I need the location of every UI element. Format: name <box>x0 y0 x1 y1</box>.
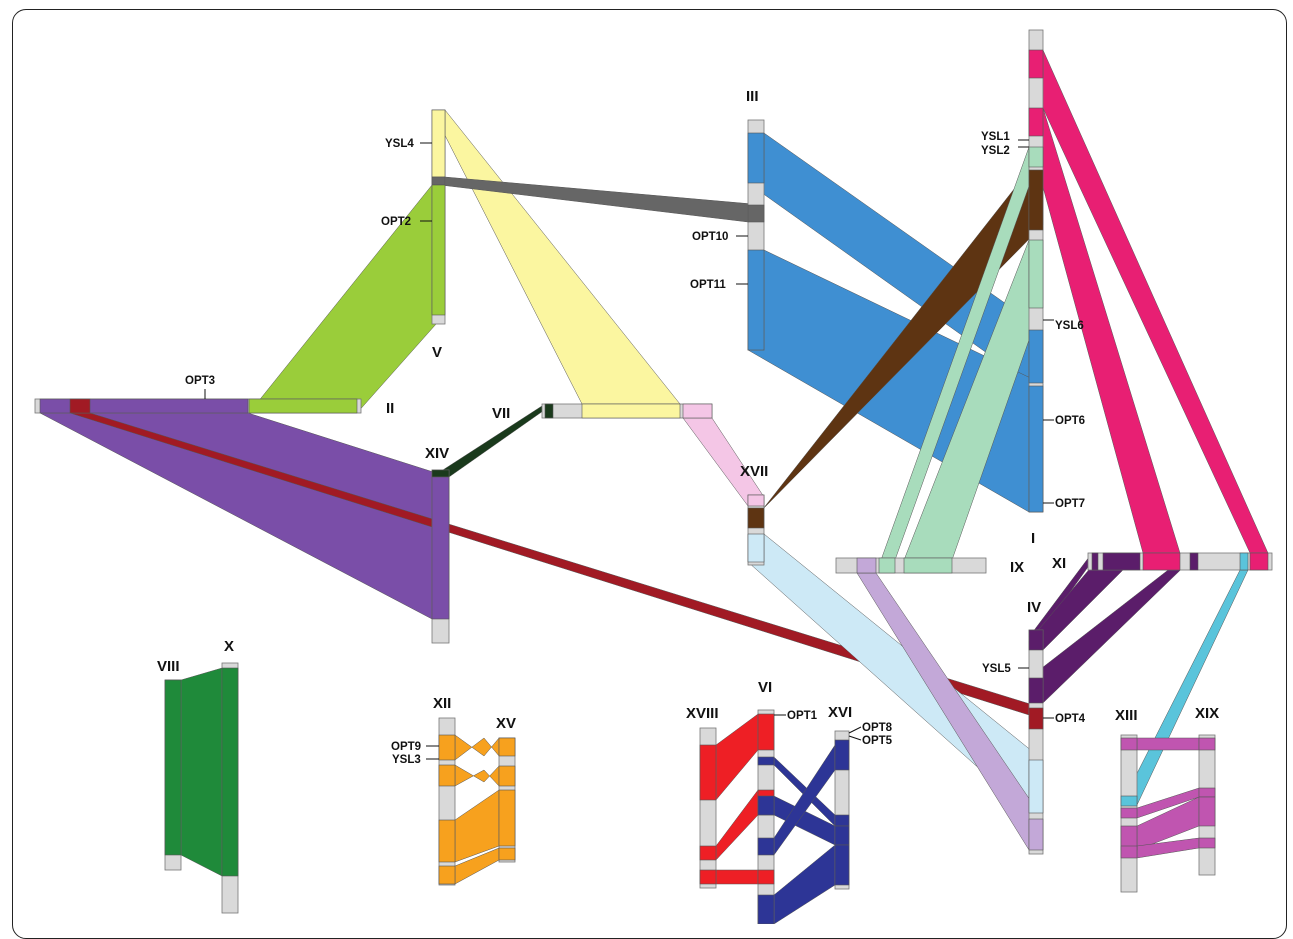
gene-label-ysl5: YSL5 <box>982 663 1011 675</box>
chromosome-label-i: I <box>1031 530 1035 547</box>
chromosome-label-xvi: XVI <box>828 704 852 721</box>
ribbon-ix-iv <box>856 572 1044 851</box>
ribbon-v-vii <box>431 109 681 405</box>
chromosome-label-vii: VII <box>492 405 510 422</box>
gene-ticks <box>204 139 1054 760</box>
chromosome-labels: II V VII XIV III XVII I IX XI IV VIII X … <box>157 88 1219 732</box>
chromosome-label-xiii: XIII <box>1115 707 1138 724</box>
gene-label-ysl6: YSL6 <box>1055 320 1084 332</box>
gene-labels: YSL4 OPT2 OPT3 OPT10 OPT11 YSL1 YSL2 YSL… <box>185 131 1086 766</box>
synteny-ribbons <box>39 49 1269 924</box>
chromosome-label-xviii: XVIII <box>686 705 719 722</box>
gene-label-ysl4: YSL4 <box>385 138 414 150</box>
gene-label-opt9: OPT9 <box>391 741 421 753</box>
chromosome-label-vi: VI <box>758 679 772 696</box>
chromosome-label-ii: II <box>386 400 394 417</box>
chromosome-bars <box>34 29 1273 924</box>
chromosome-label-v: V <box>432 344 442 361</box>
ribbon-ii-v <box>248 184 446 414</box>
gene-label-opt10: OPT10 <box>692 231 728 243</box>
ribbons-xviii-vi <box>699 713 775 885</box>
gene-label-ysl2: YSL2 <box>981 145 1010 157</box>
chromosome-label-viii: VIII <box>157 658 180 675</box>
gene-label-opt8: OPT8 <box>862 722 893 734</box>
chromosome-label-x: X <box>224 638 234 655</box>
gene-label-ysl3: YSL3 <box>392 754 421 766</box>
chromosome-label-iv: IV <box>1027 599 1041 616</box>
chromosome-label-xix: XIX <box>1195 705 1219 722</box>
gene-label-opt4: OPT4 <box>1055 713 1086 725</box>
gene-label-opt7: OPT7 <box>1055 498 1085 510</box>
chromosome-label-xii: XII <box>433 695 451 712</box>
gene-label-opt3: OPT3 <box>185 375 215 387</box>
gene-label-opt2: OPT2 <box>381 216 411 228</box>
gene-label-opt5: OPT5 <box>862 735 893 747</box>
chromosome-label-xi: XI <box>1052 555 1066 572</box>
chromosome-label-xvii: XVII <box>740 463 768 480</box>
chromosome-label-iii: III <box>746 88 759 105</box>
chromosome-label-xiv: XIV <box>425 445 449 462</box>
chromosome-label-xv: XV <box>496 715 516 732</box>
ribbon-ii-xiv <box>39 412 450 620</box>
chromosome-label-ix: IX <box>1010 559 1024 576</box>
gene-label-opt11: OPT11 <box>690 279 726 291</box>
gene-label-opt1: OPT1 <box>787 710 818 722</box>
ribbon-vii-xvii <box>682 403 765 507</box>
gene-label-opt6: OPT6 <box>1055 415 1085 427</box>
gene-label-ysl1: YSL1 <box>981 131 1010 143</box>
